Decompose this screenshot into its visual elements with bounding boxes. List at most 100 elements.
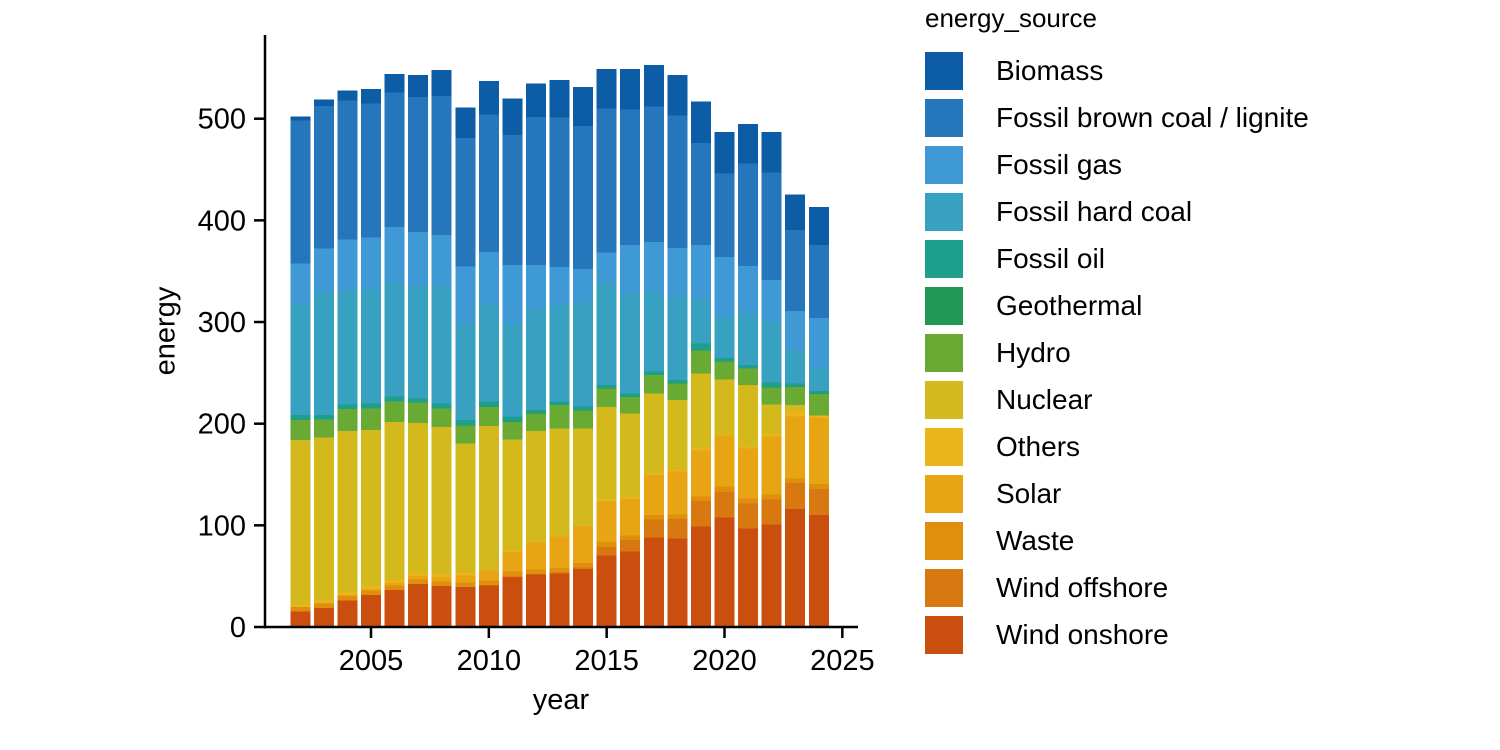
bar-segment <box>596 555 617 627</box>
y-tick-label: 300 <box>198 307 246 339</box>
bar-segment <box>431 408 452 427</box>
y-tick-label: 500 <box>198 104 246 136</box>
bar-segment <box>502 421 523 440</box>
legend-swatch <box>925 522 963 560</box>
bar-segment <box>384 421 405 580</box>
legend-swatch <box>925 287 963 325</box>
bar-segment <box>785 411 806 417</box>
bar-segment <box>690 343 711 351</box>
bar-segment <box>431 96 452 236</box>
bar-segment <box>714 491 735 518</box>
y-tick-label: 400 <box>198 205 246 237</box>
bar-segment <box>714 316 735 358</box>
bar-segment <box>408 583 429 627</box>
legend-item: Geothermal <box>925 287 1485 325</box>
bar-segment <box>667 400 688 470</box>
bar-segment <box>761 321 782 383</box>
bar-segment <box>690 373 711 449</box>
bar-segment <box>643 514 664 520</box>
bar-segment <box>408 402 429 423</box>
bar-segment <box>361 430 381 586</box>
legend-items: Biomass Fossil brown coal / lignite Fossil… <box>925 52 1485 654</box>
legend-swatch <box>925 240 963 278</box>
bar-segment <box>667 514 688 520</box>
bar-segment <box>337 290 358 405</box>
bar-segment <box>478 401 499 407</box>
bar-segment <box>384 73 405 93</box>
bar-segment <box>690 101 711 144</box>
x-tick-label: 2025 <box>810 645 875 677</box>
bar-segment <box>502 265 523 324</box>
bar-segment <box>455 582 476 587</box>
bar-segment <box>738 498 759 504</box>
y-tick-label: 200 <box>198 409 246 441</box>
bar-segment <box>455 107 476 138</box>
bar-segment <box>290 415 311 421</box>
bar-segment <box>525 116 546 266</box>
legend-swatch <box>925 52 963 90</box>
bar-segment <box>808 415 829 418</box>
bar-segment <box>502 134 523 266</box>
bar-segment <box>455 443 476 573</box>
bar-segment <box>549 401 570 405</box>
bar-segment <box>667 74 688 116</box>
bar-segment <box>361 289 381 404</box>
bar-segment <box>785 483 806 510</box>
legend-item: Hydro <box>925 334 1485 372</box>
bar-segment <box>573 410 594 429</box>
legend-swatch <box>925 569 963 607</box>
bar-segment <box>361 103 381 238</box>
bar-segment <box>761 494 782 500</box>
bar-segment <box>384 579 405 584</box>
bar-segment <box>337 404 358 410</box>
bar-segment <box>337 90 358 101</box>
bar-segment <box>313 419 334 438</box>
bar-segment <box>431 581 452 586</box>
legend-item: Wind onshore <box>925 616 1485 654</box>
bar-segment <box>573 567 594 569</box>
bar-segment <box>549 428 570 536</box>
bar-segment <box>808 417 829 484</box>
bar-segment <box>525 569 546 574</box>
bar-segment <box>384 585 405 590</box>
bar-segment <box>384 396 405 402</box>
legend-label: Biomass <box>996 55 1104 86</box>
bar-segment <box>337 591 358 596</box>
bar-segment <box>573 87 594 126</box>
bar-segment <box>408 96 429 232</box>
y-tick-label: 0 <box>230 612 246 644</box>
bar-segment <box>549 572 570 574</box>
bar-segment <box>290 304 311 416</box>
bar-segment <box>431 573 452 577</box>
bar-segment <box>667 247 688 296</box>
bar-segment <box>785 478 806 484</box>
bar-segment <box>408 576 429 580</box>
legend-label: Solar <box>996 478 1062 509</box>
legend-item: Fossil brown coal / lignite <box>925 99 1485 137</box>
bar-segment <box>643 474 664 515</box>
bar-segment <box>478 569 499 571</box>
bar-segment <box>313 607 334 627</box>
bar-segment <box>384 590 405 627</box>
bar-segment <box>337 100 358 240</box>
bar-segment <box>714 486 735 492</box>
bar-segment <box>502 551 523 572</box>
bar-segment <box>714 256 735 317</box>
bar-segment <box>643 64 664 107</box>
bar-segment <box>620 68 641 110</box>
bar-segment <box>738 447 759 449</box>
bar-segment <box>761 404 782 435</box>
bar-segment <box>455 425 476 444</box>
bar-segment <box>761 436 782 495</box>
bar-segment <box>596 252 617 283</box>
bar-segment <box>313 106 334 249</box>
bar-segment <box>384 92 405 227</box>
bar-segment <box>761 382 782 387</box>
bar-segment <box>667 471 688 515</box>
legend-item: Wind offshore <box>925 569 1485 607</box>
bar-segment <box>714 131 735 174</box>
bar-segment <box>502 571 523 577</box>
bar-segment <box>478 406 499 427</box>
bar-segment <box>596 68 617 109</box>
legend-swatch <box>925 146 963 184</box>
